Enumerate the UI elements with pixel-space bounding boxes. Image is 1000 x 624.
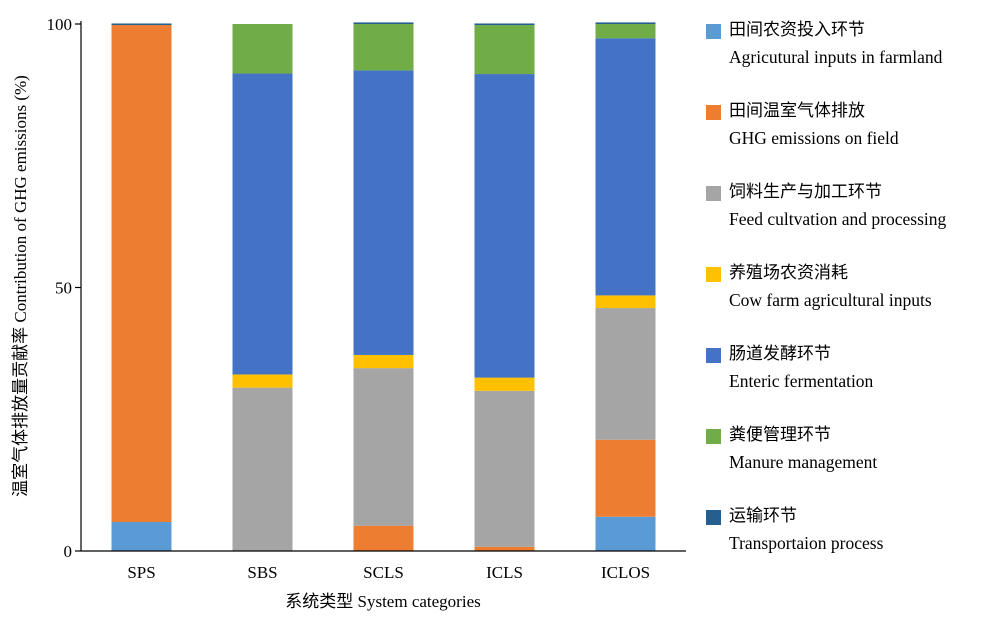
legend-swatch xyxy=(706,186,721,201)
bar-scls-series-6 xyxy=(353,22,414,24)
x-tick-label: SCLS xyxy=(363,563,404,582)
y-tick-group: 0 50 100 xyxy=(47,15,81,561)
bar-sbs-series-3 xyxy=(232,374,293,388)
legend-item: 运输环节 Transportaion process xyxy=(706,504,996,585)
legend-label-en: Enteric fermentation xyxy=(729,371,874,391)
bar-icls-series-6 xyxy=(474,23,535,26)
legend-item: 肠道发酵环节 Enteric fermentation xyxy=(706,342,996,423)
x-tick-label: SBS xyxy=(247,563,277,582)
bar-iclos-series-1 xyxy=(595,439,656,517)
legend-label-en: Agricutural inputs in farmland xyxy=(729,47,943,67)
bar-iclos-series-4 xyxy=(595,38,656,296)
bar-sbs-series-5 xyxy=(232,24,293,74)
bar-icls-series-4 xyxy=(474,74,535,378)
legend-item: 田间农资投入环节 Agricutural inputs in farmland xyxy=(706,18,996,99)
bar-icls-series-2 xyxy=(474,390,535,547)
bar-icls-series-1 xyxy=(474,546,535,551)
legend-label-zh: 田间农资投入环节 xyxy=(729,20,865,40)
bar-scls-series-5 xyxy=(353,24,414,71)
x-tick-label: SPS xyxy=(127,563,155,582)
x-tick-label: ICLOS xyxy=(601,563,650,582)
legend-label-en: Transportaion process xyxy=(729,533,884,553)
y-tick-label: 100 xyxy=(47,15,73,34)
bar-scls-series-2 xyxy=(353,368,414,526)
bar-sps-series-0 xyxy=(111,522,172,551)
bar-icls-series-5 xyxy=(474,25,535,75)
legend-swatch xyxy=(706,429,721,444)
legend: 田间农资投入环节 Agricutural inputs in farmland 田间… xyxy=(706,18,996,585)
bar-iclos-series-2 xyxy=(595,308,656,440)
y-tick-label: 0 xyxy=(64,542,73,561)
legend-label-zh: 肠道发酵环节 xyxy=(729,344,831,364)
legend-label-zh: 饲料生产与加工环节 xyxy=(729,182,882,202)
bar-scls-series-3 xyxy=(353,354,414,369)
legend-swatch xyxy=(706,510,721,525)
bar-iclos-series-3 xyxy=(595,295,656,309)
legend-swatch xyxy=(706,24,721,39)
bar-iclos-series-6 xyxy=(595,22,656,24)
stacked-bar-chart: 0 50 100 SPS SBS SCLS ICLS ICLOS 系统类型 System c… xyxy=(11,15,686,611)
bar-scls-series-1 xyxy=(353,525,414,551)
legend-swatch xyxy=(706,267,721,282)
bar-sps-series-6 xyxy=(111,23,172,26)
legend-label-en: Feed cultvation and processing xyxy=(729,209,947,229)
legend-label-en: Manure management xyxy=(729,452,878,472)
x-tick-group: SPS SBS SCLS ICLS ICLOS xyxy=(127,563,650,582)
bar-sps-series-1 xyxy=(111,25,172,523)
legend-label-zh: 运输环节 xyxy=(729,506,797,526)
bar-icls-series-3 xyxy=(474,377,535,391)
legend-item: 田间温室气体排放 GHG emissions on field xyxy=(706,99,996,180)
x-axis-label: 系统类型 System categories xyxy=(285,592,480,611)
x-tick-label: ICLS xyxy=(486,563,523,582)
legend-item: 养殖场农资消耗 Cow farm agricultural inputs xyxy=(706,261,996,342)
legend-label-zh: 养殖场农资消耗 xyxy=(729,263,848,283)
bar-group xyxy=(111,22,656,551)
bar-iclos-series-0 xyxy=(595,516,656,551)
bar-sbs-series-2 xyxy=(232,387,293,551)
legend-swatch xyxy=(706,348,721,363)
bar-sbs-series-4 xyxy=(232,73,293,375)
legend-item: 饲料生产与加工环节 Feed cultvation and processing xyxy=(706,180,996,261)
bar-scls-series-4 xyxy=(353,70,414,355)
legend-label-zh: 田间温室气体排放 xyxy=(729,101,865,121)
legend-label-en: Cow farm agricultural inputs xyxy=(729,290,932,310)
bar-iclos-series-5 xyxy=(595,24,656,39)
legend-item: 粪便管理环节 Manure management xyxy=(706,423,996,504)
legend-label-zh: 粪便管理环节 xyxy=(729,425,831,445)
y-axis-label: 温室气体排放量贡献率 Contribution of GHG emissions… xyxy=(11,75,30,497)
legend-label-en: GHG emissions on field xyxy=(729,128,899,148)
y-tick-label: 50 xyxy=(55,279,72,298)
legend-swatch xyxy=(706,105,721,120)
